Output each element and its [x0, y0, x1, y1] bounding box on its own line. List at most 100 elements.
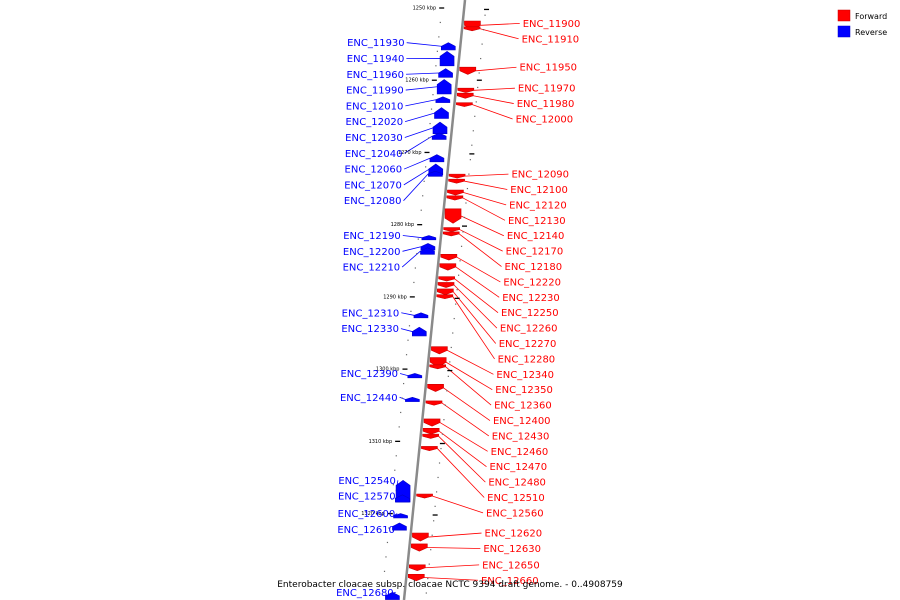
reverse-gene-label[interactable]: ENC_11990 — [346, 86, 404, 97]
reverse-gene-label[interactable]: ENC_12190 — [343, 231, 401, 242]
reverse-gene-glyph[interactable] — [395, 494, 410, 503]
forward-gene-label[interactable]: ENC_12220 — [503, 277, 561, 288]
forward-gene-glyph[interactable] — [412, 532, 429, 542]
forward-gene-glyph[interactable] — [411, 543, 428, 552]
reverse-gene-label[interactable]: ENC_11940 — [347, 54, 405, 65]
reverse-gene-glyph[interactable] — [421, 235, 437, 241]
forward-gene-label[interactable]: ENC_12650 — [482, 560, 540, 571]
forward-gene-label[interactable]: ENC_12360 — [494, 401, 552, 412]
reverse-gene-glyph[interactable] — [439, 50, 455, 67]
reverse-gene-glyph[interactable] — [438, 68, 453, 78]
forward-gene-glyph[interactable] — [442, 231, 460, 237]
forward-gene-label[interactable]: ENC_12470 — [489, 462, 547, 473]
forward-gene-glyph[interactable] — [463, 26, 481, 32]
forward-gene-glyph[interactable] — [437, 288, 454, 296]
reverse-gene-label[interactable]: ENC_12310 — [342, 308, 400, 319]
reverse-gene-glyph[interactable] — [405, 396, 420, 402]
forward-gene-label[interactable]: ENC_12430 — [492, 431, 550, 442]
reverse-gene-glyph[interactable] — [431, 132, 447, 140]
reverse-gene-label[interactable]: ENC_12010 — [346, 101, 404, 112]
forward-gene-label[interactable]: ENC_12620 — [485, 529, 543, 540]
forward-gene-glyph[interactable] — [447, 189, 464, 196]
reverse-gene-glyph[interactable] — [429, 154, 445, 163]
reverse-gene-glyph[interactable] — [440, 42, 456, 51]
forward-gene-glyph[interactable] — [459, 66, 477, 75]
forward-gene-label[interactable]: ENC_12480 — [488, 478, 546, 489]
reverse-gene-glyph[interactable] — [428, 170, 443, 177]
forward-gene-glyph[interactable] — [443, 227, 460, 232]
forward-gene-label[interactable]: ENC_12130 — [508, 216, 566, 227]
reverse-gene-label[interactable]: ENC_12020 — [345, 117, 403, 128]
forward-gene-label[interactable]: ENC_11980 — [517, 99, 575, 110]
forward-gene-glyph[interactable] — [427, 383, 444, 392]
forward-gene-glyph[interactable] — [407, 573, 425, 582]
reverse-gene-glyph[interactable] — [436, 79, 452, 95]
forward-gene-glyph[interactable] — [457, 87, 475, 93]
forward-gene-label[interactable]: ENC_12170 — [506, 247, 564, 258]
reverse-gene-glyph[interactable] — [435, 96, 451, 103]
reverse-gene-label[interactable]: ENC_12540 — [338, 476, 396, 487]
forward-gene-glyph[interactable] — [423, 418, 441, 427]
forward-gene-label[interactable]: ENC_12350 — [495, 385, 553, 396]
forward-gene-label[interactable]: ENC_12280 — [498, 354, 556, 365]
reverse-genes-layer[interactable]: ENC_11930 ENC_11940 ENC_11960 ENC_11990 ENC_… — [336, 38, 456, 600]
forward-gene-glyph[interactable] — [437, 282, 455, 288]
reverse-gene-label[interactable]: ENC_12330 — [341, 324, 399, 335]
forward-gene-glyph[interactable] — [448, 173, 466, 179]
forward-gene-label[interactable]: ENC_12270 — [499, 339, 557, 350]
forward-gene-glyph[interactable] — [456, 92, 474, 99]
forward-gene-label[interactable]: ENC_11970 — [518, 84, 576, 95]
reverse-gene-label[interactable]: ENC_12030 — [345, 133, 403, 144]
forward-gene-glyph[interactable] — [448, 178, 465, 184]
forward-gene-label[interactable]: ENC_12510 — [487, 493, 545, 504]
forward-gene-glyph[interactable] — [440, 253, 458, 261]
forward-gene-label[interactable]: ENC_12260 — [500, 324, 558, 335]
forward-gene-glyph[interactable] — [436, 294, 454, 300]
reverse-gene-label[interactable]: ENC_12040 — [345, 149, 403, 160]
forward-gene-glyph[interactable] — [446, 195, 464, 201]
reverse-gene-glyph[interactable] — [413, 312, 429, 319]
forward-gene-label[interactable]: ENC_12400 — [493, 416, 551, 427]
reverse-gene-glyph[interactable] — [420, 247, 435, 255]
forward-gene-glyph[interactable] — [439, 263, 457, 271]
forward-genes-layer[interactable]: ENC_11900 ENC_11910 ENC_11950 ENC_11970 ENC_… — [407, 19, 581, 587]
forward-gene-label[interactable]: ENC_12090 — [511, 170, 569, 181]
reverse-gene-label[interactable]: ENC_12570 — [338, 492, 396, 503]
reverse-gene-label[interactable]: ENC_12610 — [337, 525, 395, 536]
reverse-gene-glyph[interactable] — [393, 513, 408, 519]
reverse-gene-glyph[interactable] — [434, 107, 449, 119]
forward-gene-label[interactable]: ENC_12230 — [502, 293, 560, 304]
forward-gene-label[interactable]: ENC_11950 — [519, 63, 577, 74]
forward-gene-glyph[interactable] — [456, 102, 473, 107]
reverse-gene-label[interactable]: ENC_12080 — [344, 196, 402, 207]
forward-gene-label[interactable]: ENC_12100 — [510, 185, 568, 196]
reverse-gene-label[interactable]: ENC_12680 — [336, 588, 394, 599]
reverse-gene-glyph[interactable] — [392, 522, 407, 531]
forward-gene-glyph[interactable] — [431, 346, 448, 355]
forward-gene-glyph[interactable] — [444, 208, 462, 224]
reverse-gene-label[interactable]: ENC_12070 — [344, 180, 402, 191]
forward-gene-glyph[interactable] — [425, 400, 443, 406]
forward-gene-glyph[interactable] — [421, 446, 438, 452]
reverse-gene-label[interactable]: ENC_12060 — [345, 165, 403, 176]
reverse-gene-label[interactable]: ENC_11930 — [347, 38, 405, 49]
forward-gene-label[interactable]: ENC_12250 — [501, 308, 559, 319]
reverse-gene-label[interactable]: ENC_12390 — [340, 369, 398, 380]
forward-gene-glyph[interactable] — [429, 364, 447, 370]
forward-gene-glyph[interactable] — [408, 564, 426, 571]
forward-gene-label[interactable]: ENC_12000 — [516, 114, 574, 125]
reverse-gene-label[interactable]: ENC_12200 — [343, 247, 401, 258]
forward-gene-label[interactable]: ENC_12630 — [483, 544, 541, 555]
forward-gene-glyph[interactable] — [438, 276, 455, 282]
forward-gene-label[interactable]: ENC_12340 — [496, 370, 554, 381]
forward-gene-label[interactable]: ENC_12460 — [491, 447, 549, 458]
reverse-gene-label[interactable]: ENC_12600 — [338, 509, 396, 520]
reverse-gene-glyph[interactable] — [407, 373, 423, 379]
forward-gene-label[interactable]: ENC_12120 — [509, 200, 567, 211]
reverse-gene-label[interactable]: ENC_11960 — [346, 70, 404, 81]
forward-gene-glyph[interactable] — [416, 493, 433, 499]
forward-gene-glyph[interactable] — [422, 428, 440, 435]
forward-gene-label[interactable]: ENC_12140 — [507, 231, 565, 242]
forward-gene-label[interactable]: ENC_11910 — [522, 34, 580, 45]
forward-gene-label[interactable]: ENC_11900 — [523, 19, 581, 30]
